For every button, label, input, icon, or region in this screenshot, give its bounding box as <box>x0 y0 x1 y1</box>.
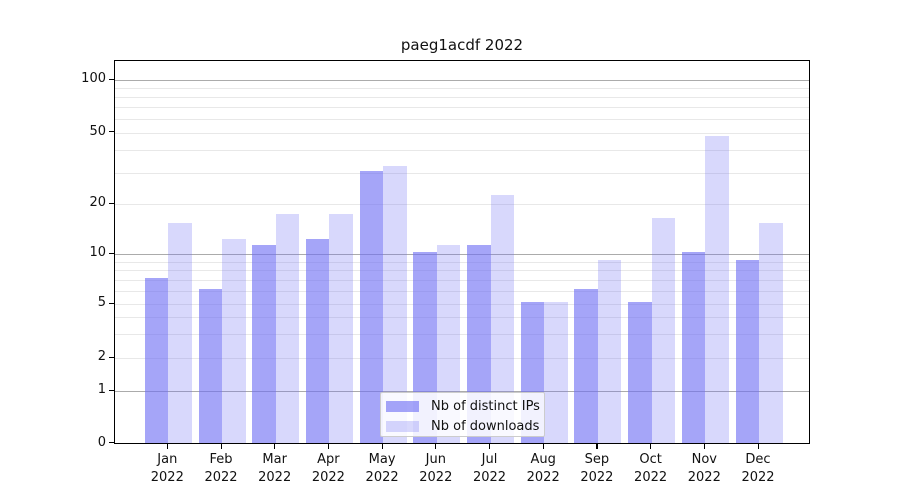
gridline-minor <box>115 280 809 282</box>
gridline-minor <box>115 317 809 319</box>
legend-item-label: Nb of downloads <box>431 419 540 434</box>
x-tick-mark <box>381 444 383 449</box>
legend-item: Nb of downloads <box>386 418 544 435</box>
bar-nov-ips <box>681 252 706 443</box>
chart-title: paeg1acdf 2022 <box>400 36 524 54</box>
legend-swatch-icon <box>386 401 419 412</box>
x-tick-mark <box>166 444 168 449</box>
y-tick-label: 50 <box>89 123 106 139</box>
y-tick-mark <box>109 356 114 358</box>
bar-mar-downloads <box>275 214 300 443</box>
x-tick-mark <box>542 444 544 449</box>
gridline-minor <box>115 88 809 89</box>
bar-oct-ips <box>628 302 652 443</box>
legend-item-label: Nb of distinct IPs <box>431 399 540 414</box>
gridline-minor <box>115 172 809 174</box>
y-tick-mark <box>109 442 114 444</box>
gridline-minor <box>115 96 809 98</box>
x-tick-label-jun: Jun 2022 <box>419 452 453 485</box>
gridline-minor <box>115 261 809 263</box>
gridline-minor <box>115 150 809 152</box>
bar-feb-ips <box>198 289 222 443</box>
y-tick-mark <box>109 302 114 304</box>
bar-aug-downloads <box>544 302 568 443</box>
x-tick-mark <box>274 444 276 449</box>
y-tick-label: 20 <box>89 195 106 211</box>
y-tick-mark <box>109 78 114 80</box>
y-tick-mark <box>109 202 114 204</box>
bar-dec-ips <box>735 259 759 443</box>
bar-may-ips <box>359 170 384 443</box>
gridline-minor <box>115 270 809 272</box>
y-tick-mark <box>109 131 114 133</box>
plot-area <box>114 60 810 444</box>
gridline-major <box>115 391 809 392</box>
gridline-minor <box>115 304 809 306</box>
x-tick-label-sep: Sep 2022 <box>580 452 614 485</box>
x-tick-mark <box>489 444 491 449</box>
gridline-minor <box>115 132 809 134</box>
y-tick-mark <box>109 389 114 391</box>
x-tick-mark <box>596 444 598 449</box>
y-tick-label: 2 <box>97 349 106 365</box>
bar-dec-downloads <box>759 223 783 443</box>
y-tick-label: 100 <box>81 71 106 86</box>
legend-item: Nb of distinct IPs <box>386 398 544 415</box>
y-tick-label: 5 <box>97 295 106 311</box>
gridline-minor <box>115 291 809 293</box>
x-tick-label-dec: Dec 2022 <box>741 452 775 485</box>
y-tick-label: 10 <box>89 245 106 261</box>
bar-jan-downloads <box>168 223 192 443</box>
bar-may-downloads <box>383 165 407 443</box>
bar-apr-downloads <box>329 214 353 443</box>
y-tick-label: 0 <box>97 434 106 450</box>
gridline-major <box>115 254 809 256</box>
bar-jul-downloads <box>490 194 514 443</box>
x-tick-label-aug: Aug 2022 <box>526 452 560 485</box>
x-tick-label-mar: Mar 2022 <box>258 452 292 485</box>
bar-feb-downloads <box>222 239 246 443</box>
x-tick-label-jul: Jul 2022 <box>472 452 507 485</box>
y-tick-mark <box>109 252 114 254</box>
x-tick-label-nov: Nov 2022 <box>687 452 721 485</box>
legend: Nb of distinct IPs Nb of downloads <box>380 392 545 437</box>
bar-sep-downloads <box>597 259 622 443</box>
x-tick-mark <box>757 444 759 449</box>
x-tick-label-may: May 2022 <box>365 452 399 485</box>
bar-apr-ips <box>305 239 330 443</box>
bar-oct-downloads <box>651 218 676 443</box>
x-tick-mark <box>435 444 437 449</box>
y-tick-label: 1 <box>97 382 106 397</box>
bar-nov-downloads <box>705 135 729 443</box>
gridline-minor <box>115 204 809 206</box>
bar-mar-ips <box>252 245 276 443</box>
x-tick-mark <box>650 444 652 449</box>
legend-swatch-icon <box>386 421 419 432</box>
x-tick-label-jan: Jan 2022 <box>150 452 184 485</box>
x-tick-mark <box>703 444 705 449</box>
bar-jan-ips <box>144 278 169 443</box>
x-tick-mark <box>327 444 330 449</box>
gridline-minor <box>115 334 809 336</box>
gridline-minor <box>115 358 809 360</box>
x-tick-mark <box>220 444 222 449</box>
gridline-minor <box>115 118 809 120</box>
x-tick-label-oct: Oct 2022 <box>634 452 668 485</box>
gridline-major <box>115 80 809 81</box>
x-tick-label-apr: Apr 2022 <box>311 452 345 485</box>
x-tick-label-feb: Feb 2022 <box>204 452 238 485</box>
gridline-minor <box>115 107 809 109</box>
bar-sep-ips <box>574 289 598 443</box>
